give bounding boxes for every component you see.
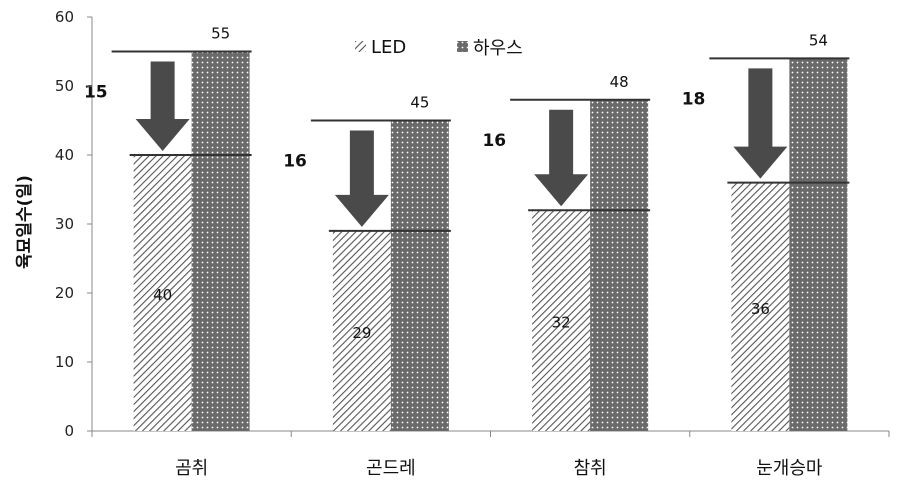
bar-house [789, 58, 848, 432]
down-arrow [135, 61, 190, 151]
data-label-house: 54 [809, 31, 828, 49]
difference-label: 18 [682, 89, 706, 109]
y-tick-label: 40 [55, 146, 74, 164]
data-label-led: 32 [552, 314, 571, 332]
bar-led [731, 182, 790, 431]
bar-house [390, 120, 449, 431]
bar-house [590, 99, 649, 432]
data-label-led: 29 [352, 324, 371, 342]
y-tick-label: 50 [55, 77, 74, 95]
legend: LED 하우스 [355, 37, 523, 59]
y-axis-label: 육묘일수(일) [15, 175, 35, 269]
y-tick-label: 30 [55, 215, 74, 233]
category-label: 참취 [574, 458, 607, 479]
legend-label-led: LED [371, 37, 406, 58]
y-tick-label: 60 [55, 8, 74, 26]
y-tick-label: 0 [64, 422, 74, 440]
category-label: 곰취 [175, 458, 208, 479]
data-label-led: 40 [153, 286, 172, 304]
data-label-house: 55 [211, 25, 230, 43]
category-label: 눈개승마 [756, 458, 823, 479]
bar-house [191, 51, 250, 431]
y-ticks: 0 10 20 30 40 50 60 [55, 8, 890, 440]
difference-label: 16 [283, 152, 307, 172]
bar-led [332, 230, 391, 431]
data-label-house: 45 [410, 94, 429, 112]
y-tick-label: 10 [55, 353, 74, 371]
data-label-led: 36 [751, 300, 770, 318]
difference-label: 16 [482, 131, 506, 151]
down-arrow [733, 68, 788, 179]
data-label-house: 48 [610, 73, 629, 91]
legend-swatch-house [457, 41, 468, 52]
difference-label: 15 [84, 83, 108, 103]
down-arrow [334, 130, 389, 227]
down-arrow [534, 109, 589, 207]
bar-led [532, 210, 591, 431]
legend-label-house: 하우스 [473, 38, 523, 59]
category-label: 곤드레 [366, 458, 416, 479]
bars: 40 55 15 29 45 16 32 48 16 36 54 18 [84, 25, 850, 432]
bar-led [133, 155, 192, 431]
category-labels: 곰취 곤드레 참취 눈개승마 [175, 458, 823, 479]
legend-swatch-led [355, 41, 366, 52]
y-tick-label: 20 [55, 284, 74, 302]
